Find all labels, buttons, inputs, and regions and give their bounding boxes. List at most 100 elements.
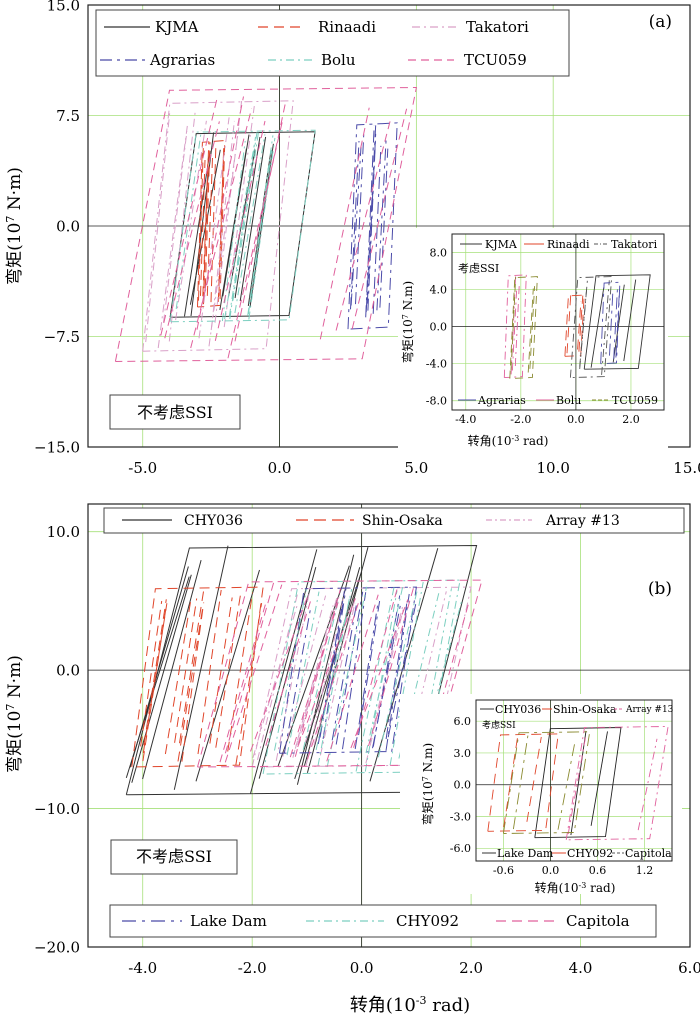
panel-a-branch-takatori xyxy=(163,131,188,323)
panel-a-inset-branch-kjma xyxy=(612,284,625,363)
panel-b-branch-shin-osaka xyxy=(143,599,167,746)
panel-b-y-tick-label: −10.0 xyxy=(34,800,80,818)
panel-a-branch-tcu059 xyxy=(214,120,266,342)
panel-a-x-tick-label: 0.0 xyxy=(268,459,292,477)
panel-b-branch-lake-dam xyxy=(319,604,344,738)
panel-a-inset-frame xyxy=(451,233,665,411)
panel-a-inset-y-tick-label: 8.0 xyxy=(430,246,448,259)
panel-b-branch-chy092 xyxy=(420,601,463,756)
panel-b-branch-capitola xyxy=(368,584,415,747)
panel-b-branch-chy092 xyxy=(389,581,424,766)
panel-b-legend-top: CHY036 Shin-Osaka Array #13 xyxy=(103,507,685,534)
panel-b-branch-shin-osaka xyxy=(142,606,167,762)
panel-a-inset-branch-rinaadi xyxy=(577,301,582,350)
inset-legend-label-takatori: Takatori xyxy=(611,238,658,251)
panel-b-branch-chy036 xyxy=(369,548,439,782)
panel-b-branch-chy036 xyxy=(258,566,317,779)
panel-b-branch-capitola xyxy=(224,584,283,763)
inset-legend-label-kjma: KJMA xyxy=(485,238,518,251)
inset-legend-label-rinaadi: Rinaadi xyxy=(547,238,590,251)
panel-a-inset-loop-envelope-tcu059 xyxy=(509,276,538,379)
panel-a-branch-tcu059 xyxy=(351,108,408,330)
panel-b-branch-shin-osaka xyxy=(140,600,163,747)
panel-a-inset-branch-agrarias xyxy=(613,287,618,360)
panel-a-branch-takatori xyxy=(198,117,230,339)
panel-b-branch-chy092 xyxy=(317,598,350,766)
panel-b-tag: (b) xyxy=(648,579,672,599)
panel-a-inset-branch-tcu059 xyxy=(510,276,517,371)
panel-b-legend-bottom: Lake Dam CHY092 Capitola xyxy=(109,904,657,938)
panel-b-inset-x-tick-label: 1.2 xyxy=(636,864,654,877)
panel-b-frame xyxy=(87,503,691,948)
panel-a-branch-tcu059 xyxy=(234,104,286,342)
panel-a-tick-labels: -5.0 0.0 5.0 10.0 15.0 15.0 7.5 0.0 −7.5 −15.0 xyxy=(34,0,700,477)
panel-b-inset-ssi-label: 考虑SSI xyxy=(482,719,516,731)
panel-a-branch-agrarias xyxy=(366,129,377,304)
inset-legend-label-capitola: Capitola xyxy=(625,847,672,860)
panel-a-branch-agrarias xyxy=(372,145,382,314)
panel-a-x-tick-label: -5.0 xyxy=(128,459,157,477)
panel-a-branch-kjma xyxy=(184,150,211,317)
panel-b-branch-lake-dam xyxy=(342,592,367,750)
panel-b-inset-loop-envelope-shin-osaka xyxy=(487,733,559,832)
inset-legend-label-tcu059: TCU059 xyxy=(612,394,658,407)
panel-b-annotation: 不考虑SSI xyxy=(136,847,212,866)
panel-b-inset-y-label: 弯矩(107 N.m) xyxy=(420,743,435,825)
panel-a-branch-bolu xyxy=(229,136,256,320)
panel-a: -5.0 0.0 5.0 10.0 15.0 15.0 7.5 0.0 −7.5 −15.0 (a… xyxy=(4,0,700,477)
panel-b-branch-shin-osaka xyxy=(235,603,263,766)
panel-b-branch-lake-dam xyxy=(358,601,381,736)
panel-a-branch-agrarias xyxy=(376,139,387,311)
panel-b-branch-shin-osaka xyxy=(181,602,205,762)
panel-a-inset-branch-bolu xyxy=(511,286,518,371)
panel-b-branch-chy036 xyxy=(129,566,189,768)
panel-b-y-tick-label: 10.0 xyxy=(47,523,80,541)
panel-a-y-tick-label: 15.0 xyxy=(47,0,80,14)
panel-a-inset-y-tick-label: -4.0 xyxy=(426,358,447,371)
panel-b-branch-array-13 xyxy=(319,602,356,756)
panel-b-inset-branch-array-13 xyxy=(567,736,587,835)
legend-label-bolu: Bolu xyxy=(321,51,356,69)
panel-b-branch-array-13 xyxy=(304,607,351,744)
panel-b-branch-shin-osaka xyxy=(227,592,254,752)
inset-legend-label-shin-osaka: Shin-Osaka xyxy=(553,703,617,716)
panel-b-inset-branch-lake-dam xyxy=(512,735,529,830)
panel-b-branch-lake-dam xyxy=(335,591,364,745)
panel-b-branch-capitola xyxy=(219,599,268,763)
panel-b-branch-chy092 xyxy=(364,590,398,772)
panel-b-branch-chy036 xyxy=(173,545,229,790)
panel-a-inset-branch-agrarias xyxy=(609,288,614,356)
panel-a-branch-rinaadi xyxy=(217,148,225,302)
panel-a-inset-loop-envelope-kjma xyxy=(583,274,651,370)
panel-a-inset-x-tick-label: 2.0 xyxy=(622,413,640,426)
panel-b-loop-envelope-chy092 xyxy=(262,579,461,775)
panel-b-branch-lake-dam xyxy=(372,595,401,747)
panel-b-loop-envelope-array-13 xyxy=(251,586,472,768)
panel-a-inset-background xyxy=(398,228,668,453)
panel-b-x-tick-label: 0.0 xyxy=(350,959,374,977)
panel-b-branch-lake-dam xyxy=(385,601,408,740)
panel-b-branch-capitola xyxy=(307,600,360,760)
inset-legend-label-array-13: Array #13 xyxy=(625,705,674,715)
panel-b-legend-top-box xyxy=(103,507,685,534)
legend-label-lake-dam: Lake Dam xyxy=(190,912,267,930)
panel-b: -4.0 -2.0 0.0 2.0 4.0 6.0 10.0 0.0 −10.0 −20.0 (b… xyxy=(4,503,700,1016)
panel-b-inset-y-tick-label: -6.0 xyxy=(450,842,471,855)
panel-b-branch-lake-dam xyxy=(385,593,410,751)
panel-a-branch-takatori xyxy=(208,127,240,347)
panel-a-inset-loop-envelope-rinaadi xyxy=(564,294,585,357)
panel-b-branch-chy036 xyxy=(250,549,318,794)
panel-b-inset-branch-shin-osaka xyxy=(526,736,542,822)
panel-a-branch-rinaadi xyxy=(218,151,225,296)
panel-a-inset-branch-kjma xyxy=(623,279,637,362)
panel-a-branch-tcu059 xyxy=(190,108,253,349)
panel-a-y-tick-label: 0.0 xyxy=(56,217,80,235)
panel-a-inset-branch-takatori xyxy=(579,280,588,367)
panel-a-branch-bolu xyxy=(234,134,266,314)
panel-b-x-tick-label: 6.0 xyxy=(678,959,700,977)
panel-b-branch-lake-dam xyxy=(387,604,417,738)
panel-b-loop-envelope-chy036 xyxy=(125,544,478,796)
panel-a-inset-ssi-label: 考虑SSI xyxy=(458,262,499,275)
panel-b-x-tick-label: -4.0 xyxy=(128,959,157,977)
panel-a-inset-branch-tcu059 xyxy=(529,286,536,369)
